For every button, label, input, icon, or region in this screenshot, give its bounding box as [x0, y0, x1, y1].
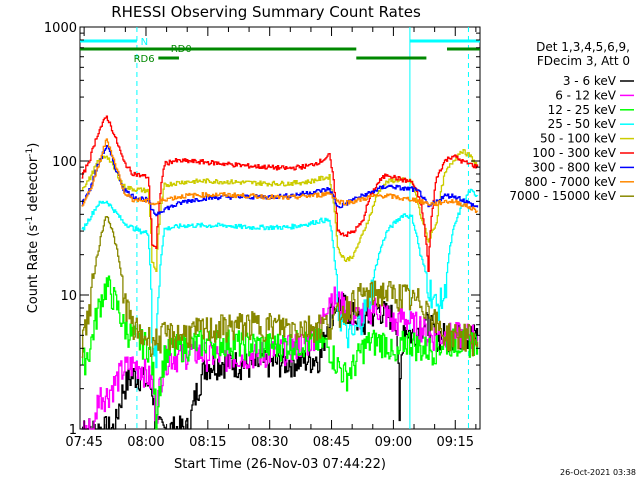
legend-entry-label: 800 - 7000 keV: [525, 175, 617, 189]
y-axis-label: Count Rate (s-1 detector-1): [25, 143, 41, 314]
x-axis: 07:45 08:00 08:15 08:30 08:45 09:00 09:15: [65, 27, 477, 450]
night-label: N: [141, 37, 148, 48]
x-tick-label: 07:45: [65, 435, 102, 450]
legend-header-line-2: FDecim 3, Att 0: [537, 54, 630, 68]
x-tick-label: 09:15: [437, 435, 474, 450]
legend-header-line-1: Det 1,3,4,5,6,9,: [536, 40, 630, 54]
legend-entry-label: 50 - 100 keV: [540, 132, 617, 146]
x-tick-label: 09:00: [375, 435, 412, 450]
series-line-4: [81, 149, 479, 273]
x-tick-label: 08:00: [127, 435, 164, 450]
timestamp: 26-Oct-2021 03:38: [560, 468, 636, 477]
y-tick-label: 100: [52, 155, 77, 170]
x-tick-label: 08:30: [251, 435, 288, 450]
y-axis: 1 10 100 1000: [44, 21, 480, 438]
legend-entry-label: 7000 - 15000 keV: [509, 189, 616, 203]
legend-entry-label: 12 - 25 keV: [548, 103, 617, 117]
legend-entry-label: 25 - 50 keV: [548, 117, 617, 131]
rd0-label: RD0: [171, 44, 192, 55]
series-line-7: [81, 138, 479, 213]
series-lines: [81, 115, 479, 430]
series-line-1: [81, 286, 479, 430]
series-line-2: [81, 275, 479, 430]
series-line-5: [81, 115, 479, 272]
y-tick-label: 1000: [44, 21, 77, 36]
legend-entry-label: 300 - 800 keV: [532, 160, 616, 174]
series-line-3: [81, 188, 479, 369]
series-line-8: [81, 215, 479, 358]
x-tick-label: 08:45: [313, 435, 350, 450]
legend: Det 1,3,4,5,6,9, FDecim 3, Att 0 3 - 6 k…: [509, 40, 634, 203]
chart-title: RHESSI Observing Summary Count Rates: [111, 3, 421, 21]
mode-bars: N RD0 RD6: [80, 37, 480, 65]
y-tick-label: 1: [69, 423, 77, 438]
plot-area: [79, 26, 481, 430]
legend-entry-label: 6 - 12 keV: [555, 88, 617, 102]
x-axis-label: Start Time (26-Nov-03 07:44:22): [174, 457, 386, 472]
legend-entry-label: 3 - 6 keV: [563, 74, 617, 88]
legend-entry-label: 100 - 300 keV: [532, 146, 616, 160]
y-tick-label: 10: [60, 289, 77, 304]
x-tick-label: 08:15: [189, 435, 226, 450]
rd6-label: RD6: [134, 54, 155, 65]
